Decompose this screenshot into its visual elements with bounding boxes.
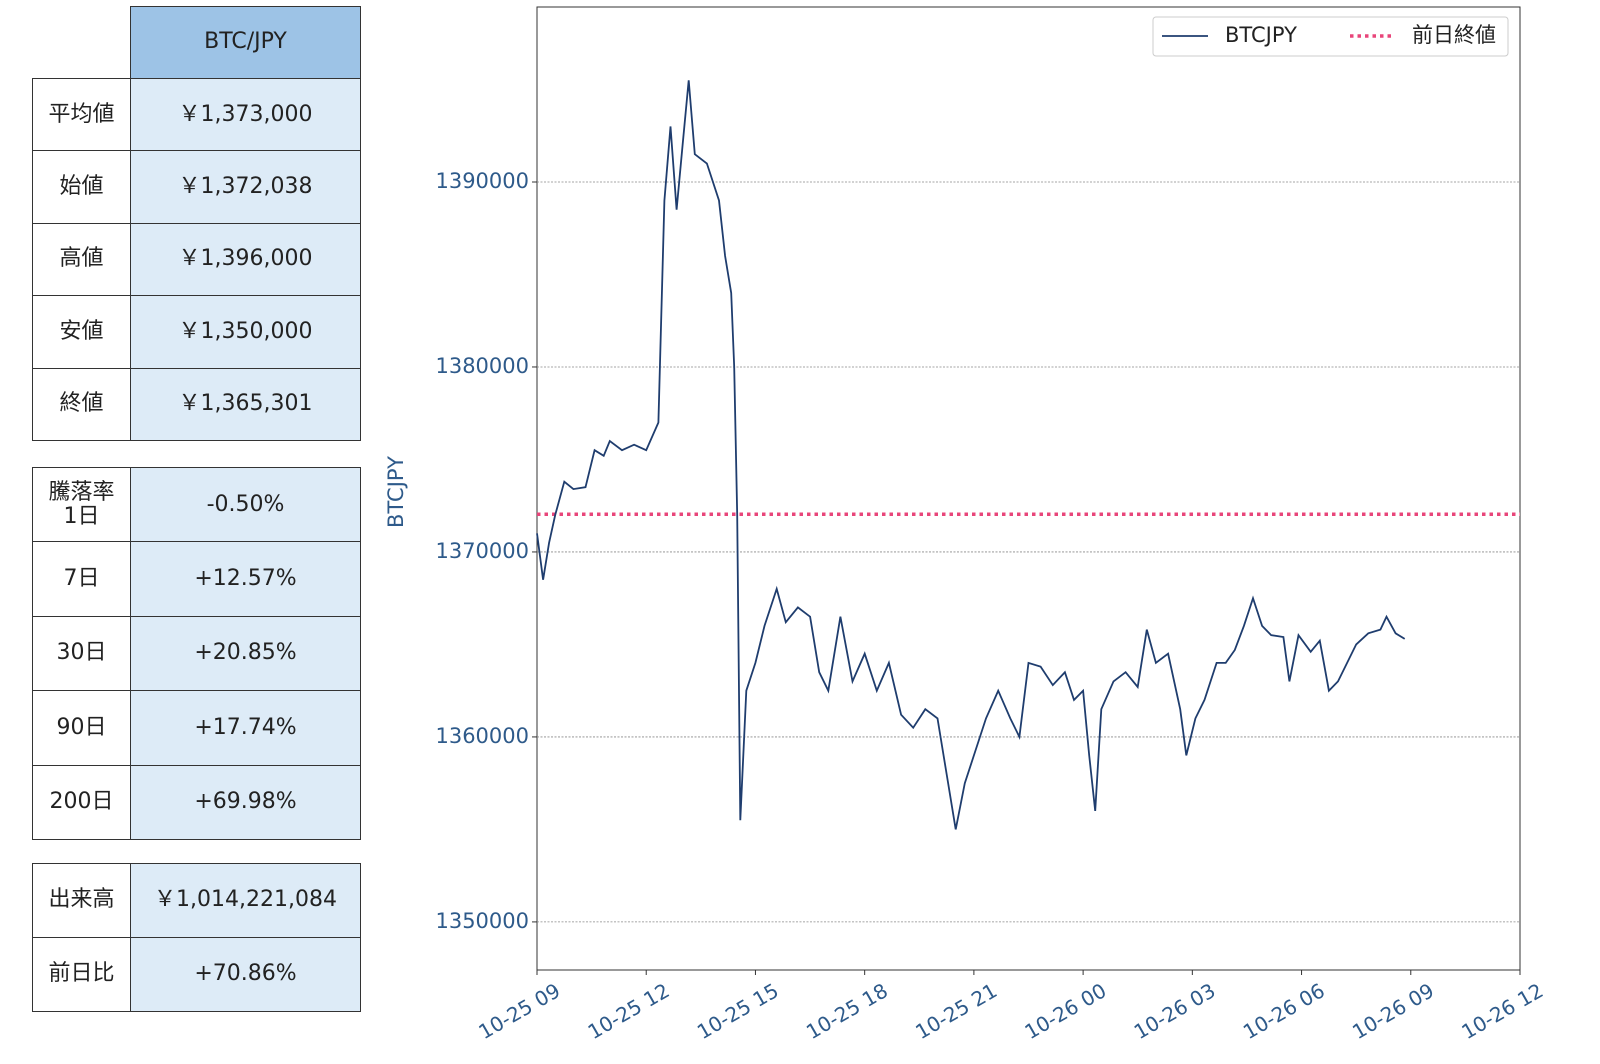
cell-text: ￥1,014,221,084 — [154, 887, 337, 913]
table-cell: 高値 — [32, 222, 131, 297]
x-tick-label: 10-25 12 — [584, 978, 674, 1044]
x-tick-label: 10-26 06 — [1239, 978, 1329, 1044]
table-cell: +70.86% — [130, 937, 361, 1012]
plot-frame — [536, 6, 1521, 971]
table-cell: ￥1,373,000 — [130, 78, 361, 152]
cell-text: +69.98% — [194, 789, 297, 815]
table-cell: +20.85% — [130, 615, 361, 692]
table-cell: 30日 — [32, 615, 131, 692]
y-tick-label: 1380000 — [435, 354, 529, 378]
cell-text: 高値 — [59, 246, 104, 272]
cell-text: 30日 — [56, 640, 107, 666]
table-cell: 騰落率 1日 — [32, 467, 131, 543]
cell-text: 平均値 — [48, 101, 115, 127]
x-tick-label: 10-25 21 — [911, 978, 1001, 1044]
y-axis-label: BTCJPY — [384, 456, 408, 528]
cell-text: +17.74% — [194, 714, 297, 740]
y-tick-label: 1360000 — [435, 724, 529, 748]
x-tick-label: 10-25 09 — [474, 978, 564, 1044]
cell-text: 出来高 — [48, 887, 115, 913]
cell-text: ￥1,372,038 — [178, 173, 313, 199]
table-cell: ￥1,365,301 — [130, 367, 361, 441]
cell-text: 始値 — [59, 173, 104, 199]
table-cell: +69.98% — [130, 764, 361, 840]
cell-text: -0.50% — [206, 491, 285, 517]
cell-text: 90日 — [56, 714, 107, 740]
y-tick-label: 1390000 — [435, 169, 529, 193]
table-cell: ￥1,014,221,084 — [130, 863, 361, 938]
table-cell: 安値 — [32, 295, 131, 369]
y-tick-label: 1370000 — [435, 539, 529, 563]
cell-text: +20.85% — [194, 640, 297, 666]
cell-text: 安値 — [59, 318, 104, 344]
x-tick-label: 10-26 03 — [1130, 978, 1220, 1044]
table-cell: 前日比 — [32, 937, 131, 1012]
cell-text: ￥1,373,000 — [178, 101, 313, 127]
cell-text: BTC/JPY — [204, 29, 287, 55]
table-cell: ￥1,396,000 — [130, 222, 361, 297]
y-tick-label: 1350000 — [435, 909, 529, 933]
cell-text: +12.57% — [194, 565, 297, 591]
table-cell: +17.74% — [130, 690, 361, 766]
x-tick-label: 10-25 15 — [693, 978, 783, 1044]
legend-label: 前日終値 — [1412, 23, 1496, 47]
cell-text: ￥1,396,000 — [178, 246, 313, 272]
x-tick-label: 10-25 18 — [802, 978, 892, 1044]
cell-text: 騰落率 — [48, 479, 115, 505]
table-cell: ￥1,372,038 — [130, 150, 361, 224]
cell-text: 7日 — [63, 565, 100, 591]
x-tick-label: 10-26 12 — [1457, 978, 1547, 1044]
table-cell: 始値 — [32, 150, 131, 224]
cell-text: ￥1,365,301 — [178, 391, 313, 417]
cell-text: 前日比 — [48, 961, 115, 987]
table-cell: BTC/JPY — [130, 6, 361, 79]
table-cell: ￥1,350,000 — [130, 295, 361, 369]
table-cell: 出来高 — [32, 863, 131, 938]
legend-label: BTCJPY — [1225, 23, 1297, 47]
table-cell: 終値 — [32, 367, 131, 441]
x-tick-label: 10-26 00 — [1020, 978, 1110, 1044]
table-cell: 200日 — [32, 764, 131, 840]
table-cell: 7日 — [32, 541, 131, 617]
cell-text: 1日 — [63, 503, 100, 529]
cell-text: +70.86% — [194, 961, 297, 987]
price-line — [536, 80, 1406, 830]
x-tick-label: 10-26 09 — [1348, 978, 1438, 1044]
cell-text: ￥1,350,000 — [178, 318, 313, 344]
cell-text: 終値 — [59, 391, 104, 417]
cell-text: 200日 — [49, 789, 114, 815]
legend-box — [1152, 16, 1509, 57]
